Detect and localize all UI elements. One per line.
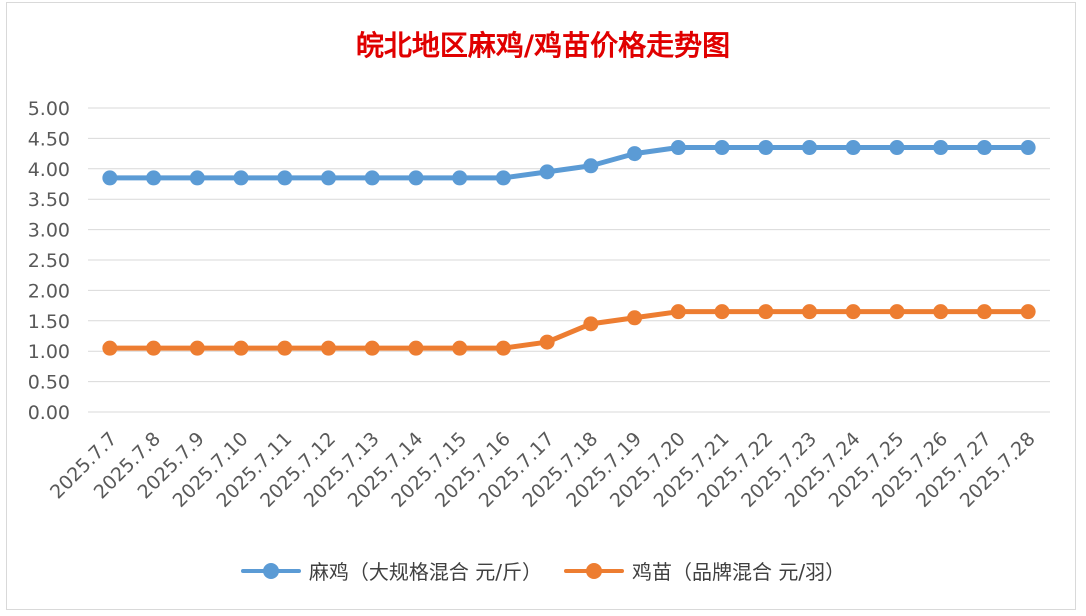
series-2-point-13 (670, 304, 686, 320)
series-2-point-6 (364, 340, 380, 356)
y-tick-label-9: 4.50 (28, 128, 70, 150)
series-2-point-18 (889, 304, 905, 320)
chart-title: 皖北地区麻鸡/鸡苗价格走势图 (355, 29, 731, 62)
series-1-point-7 (408, 170, 424, 186)
series-2-point-9 (495, 340, 511, 356)
series-2-point-16 (802, 304, 817, 320)
series-1-point-0 (102, 170, 118, 186)
series-2-point-4 (277, 340, 293, 356)
series-1-point-21 (1020, 140, 1036, 156)
y-tick-label-7: 3.50 (28, 189, 70, 211)
legend-item-series-1: 麻鸡（大规格混合 元/斤） (240, 556, 542, 585)
y-tick-label-3: 1.50 (28, 311, 70, 333)
series-line-2 (107, 309, 1031, 351)
legend-label-series-2: 鸡苗（品牌混合 元/羽） (632, 560, 846, 584)
series-1-point-3 (233, 170, 249, 186)
series-1-point-18 (889, 140, 905, 156)
series-2-point-0 (102, 340, 118, 356)
series-2-point-2 (189, 340, 205, 356)
series-2-point-8 (452, 340, 468, 356)
legend-swatch-series-1 (240, 562, 301, 579)
series-1-point-1 (146, 170, 162, 186)
series-2-point-21 (1020, 304, 1036, 320)
series-1-point-12 (627, 146, 643, 162)
y-tick-label-5: 2.50 (28, 250, 70, 272)
y-tick-label-8: 4.00 (28, 159, 70, 181)
series-2-point-17 (845, 304, 861, 320)
series-1-point-5 (321, 170, 336, 186)
series-1-point-8 (452, 170, 468, 186)
series-1-point-2 (189, 170, 205, 186)
legend-swatch-series-2 (564, 562, 624, 579)
series-1-point-16 (802, 140, 817, 156)
series-1-point-19 (933, 140, 949, 156)
series-1-point-6 (364, 170, 380, 186)
series-2-point-7 (408, 340, 424, 356)
series-2-point-1 (146, 340, 162, 356)
series-1-point-20 (976, 140, 992, 156)
series-2-point-12 (627, 310, 643, 326)
y-tick-label-6: 3.00 (28, 220, 70, 242)
series-1-point-9 (495, 170, 511, 186)
series-2-point-3 (233, 340, 249, 356)
series-1-point-13 (670, 140, 686, 156)
y-tick-label-4: 2.00 (28, 280, 70, 302)
series-1-point-10 (539, 164, 555, 180)
series-1-point-14 (714, 140, 730, 156)
y-tick-label-10: 5.00 (28, 98, 70, 120)
series-2-point-11 (583, 316, 599, 332)
series-1-point-15 (758, 140, 774, 156)
legend: 麻鸡（大规格混合 元/斤） 鸡苗（品牌混合 元/羽） (0, 556, 1086, 585)
series-2-point-20 (976, 304, 992, 320)
series-2-point-5 (321, 340, 336, 356)
series-2-point-14 (714, 304, 730, 320)
series-1-point-11 (583, 158, 599, 174)
legend-item-series-2: 鸡苗（品牌混合 元/羽） (564, 556, 845, 585)
y-tick-label-2: 1.00 (28, 341, 70, 363)
series-1-point-17 (845, 140, 861, 156)
series-2-point-15 (758, 304, 774, 320)
series-line-1 (107, 145, 1031, 181)
series-2-point-10 (539, 334, 555, 350)
series-2-point-19 (933, 304, 949, 320)
legend-label-series-1: 麻鸡（大规格混合 元/斤） (308, 560, 542, 584)
y-tick-label-1: 0.50 (28, 372, 70, 394)
series-1-point-4 (277, 170, 293, 186)
y-tick-label-0: 0.00 (28, 402, 70, 424)
